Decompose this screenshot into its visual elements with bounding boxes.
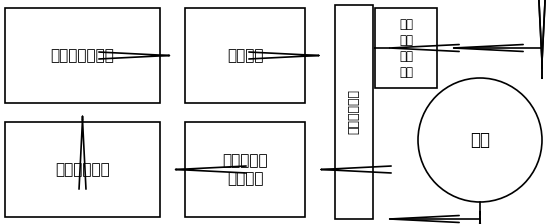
Circle shape <box>418 78 542 202</box>
Bar <box>5 8 160 103</box>
Text: 激励模块: 激励模块 <box>227 48 263 63</box>
Text: 目标: 目标 <box>470 131 490 149</box>
Text: 计算机控制终端: 计算机控制终端 <box>51 48 115 63</box>
Text: 数据采集模块: 数据采集模块 <box>55 162 110 177</box>
Text: 电极
脱落
检测
模块: 电极 脱落 检测 模块 <box>399 17 413 78</box>
Bar <box>185 8 305 103</box>
Bar <box>185 122 305 217</box>
Bar <box>5 122 160 217</box>
Text: 电极驱动模块: 电极驱动模块 <box>348 90 360 134</box>
Text: 信号测量及
调理模块: 信号测量及 调理模块 <box>222 153 268 186</box>
Bar <box>335 5 373 219</box>
Bar <box>375 8 437 88</box>
